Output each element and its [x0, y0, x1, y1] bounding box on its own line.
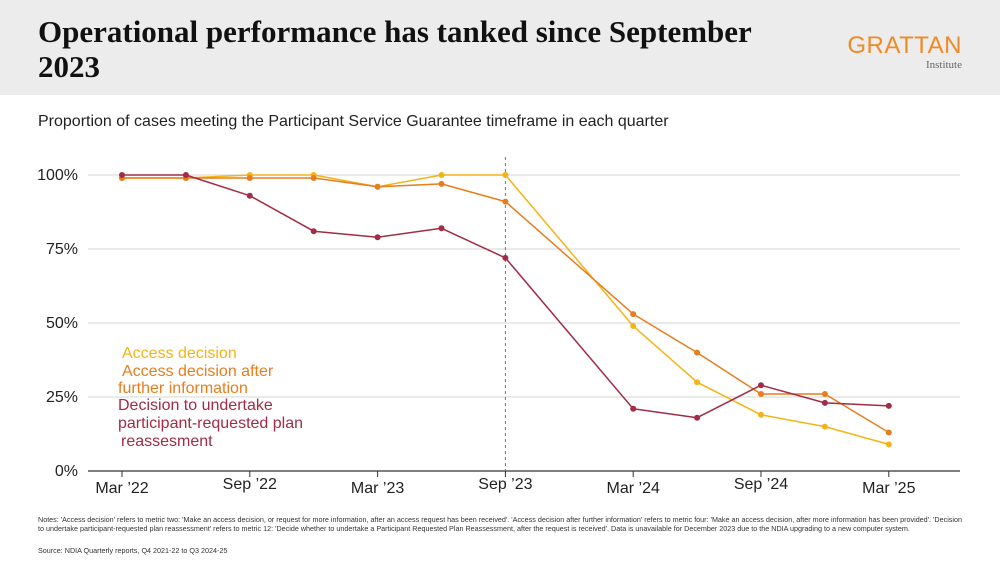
header-band: Operational performance has tanked since…	[0, 0, 1000, 95]
data-point	[502, 172, 509, 178]
data-point	[246, 192, 253, 199]
x-tick-label: Sep ’22	[223, 476, 277, 493]
data-point	[182, 172, 189, 178]
data-point	[374, 183, 381, 190]
data-point	[694, 414, 701, 421]
legend-label: participant-requested plan	[118, 415, 303, 432]
data-point	[502, 254, 509, 261]
data-point	[310, 228, 317, 235]
series-line-2	[122, 177, 890, 434]
data-point	[885, 402, 892, 409]
chart-source: Source: NDIA Quarterly reports, Q4 2021-…	[38, 546, 228, 555]
chart-subtitle: Proportion of cases meeting the Particip…	[38, 113, 669, 130]
data-point	[758, 411, 764, 418]
data-point	[438, 180, 445, 187]
data-point	[630, 311, 637, 318]
x-tick-label: Sep ’24	[734, 476, 788, 493]
legend-label: Access decision after	[122, 363, 274, 380]
data-point	[694, 379, 701, 386]
legend-label: Access decision	[122, 345, 237, 362]
data-point	[758, 382, 764, 389]
y-tick-label: 100%	[37, 167, 78, 184]
data-point	[310, 175, 317, 181]
x-tick-label: Mar ’23	[351, 480, 404, 497]
data-point	[694, 349, 701, 356]
data-point	[438, 172, 445, 178]
data-point	[821, 391, 828, 397]
logo-wordmark: GRATTAN	[847, 32, 962, 59]
page-title: Operational performance has tanked since…	[38, 14, 752, 84]
x-tick-label: Mar ’22	[95, 480, 148, 497]
grattan-logo: GRATTAN Institute	[847, 32, 962, 72]
y-tick-label: 25%	[46, 389, 78, 406]
y-tick-label: 75%	[46, 241, 78, 258]
logo-subtext: Institute	[925, 59, 962, 71]
x-tick-label: Sep ’23	[478, 476, 532, 493]
series-line-3	[122, 174, 889, 419]
legend-label: Decision to undertake	[118, 397, 273, 414]
series-line-1	[122, 174, 890, 446]
x-tick-label: Mar ’25	[862, 480, 915, 497]
chart-notes: Notes: 'Access decision' refers to metri…	[38, 515, 962, 533]
data-point	[630, 405, 637, 412]
legend-label: further information	[118, 380, 248, 397]
data-point	[438, 225, 445, 232]
y-tick-label: 0%	[55, 463, 78, 480]
data-point	[630, 323, 637, 329]
x-tick-label: Mar ’24	[607, 480, 660, 497]
data-point	[821, 399, 828, 406]
legend-label: reassesment	[121, 433, 213, 450]
data-point	[821, 423, 828, 430]
data-point	[502, 198, 509, 205]
data-point	[246, 175, 253, 181]
data-point	[885, 429, 892, 436]
y-tick-label: 50%	[46, 315, 78, 332]
data-point	[758, 391, 764, 397]
data-point	[119, 172, 125, 178]
data-point	[374, 234, 381, 241]
data-point	[885, 441, 892, 448]
